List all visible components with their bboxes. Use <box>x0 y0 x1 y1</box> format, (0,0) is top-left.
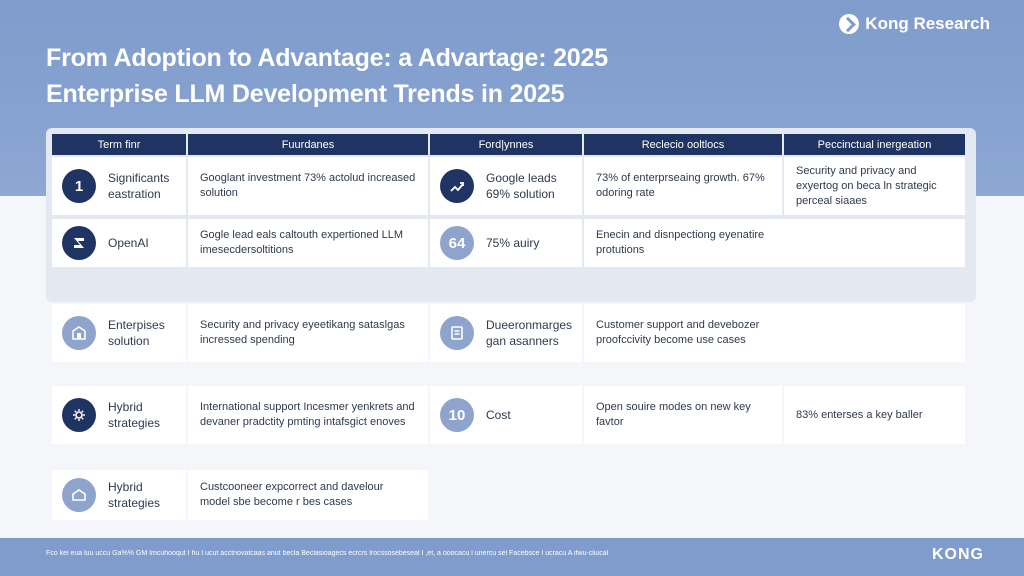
page-title: From Adoption to Advantage: a Advartage:… <box>46 40 806 112</box>
row-name: Significants eastration <box>108 171 170 201</box>
table-row-right-1-solutions: 73% of enterprseaing growth. 67% odoring… <box>584 157 782 215</box>
row-name: Dueeronmarges gan asanners <box>486 318 573 348</box>
table-row-right-1-name: Google leads 69% solution <box>430 157 582 215</box>
kong-logo-icon <box>839 14 860 34</box>
title-line-2: Enterprise LLM Development Trends in 202… <box>46 80 565 108</box>
openai-logo-icon <box>62 226 96 260</box>
number-badge: 64 <box>440 226 474 260</box>
document-icon <box>440 316 474 350</box>
table-row-left-3-name: Enterpises solution <box>52 304 186 362</box>
table-row-right-4-integration: 83% enterses a key baller <box>784 386 965 444</box>
column-header-integration: Peccinctual inergeation <box>784 134 965 155</box>
table-row-left-5-text: Custcooneer expcorrect and davelour mode… <box>188 470 428 520</box>
row-name: Hybrid strategies <box>108 480 161 510</box>
row-text: Googlant investment 73% actolud increase… <box>200 172 416 199</box>
row-name: OpenAI <box>108 236 149 250</box>
table-row-right-3-name: Dueeronmarges gan asanners <box>430 304 582 362</box>
table-row-left-3-text: Security and privacy eyeetikang sataslga… <box>188 304 428 362</box>
row-text: Custcooneer expcorrect and davelour mode… <box>200 481 384 508</box>
footer-logo: KONG <box>932 546 984 563</box>
home-outline-icon <box>62 478 96 512</box>
row-text: Enecin and disnpectiong eyenatire protut… <box>596 229 765 256</box>
table-row-right-2-name: 64 75% auiry <box>430 219 582 267</box>
row-text: 83% enterses a key baller <box>796 408 923 421</box>
row-text: Security and privacy and exyertog on bec… <box>796 164 937 207</box>
brand-name: Kong Research <box>865 14 990 33</box>
column-header-findings: Ford|ynnes <box>430 134 582 155</box>
table-row-right-2-solutions: Enecin and disnpectiong eyenatire protut… <box>584 219 965 267</box>
brand-header: Kong Research <box>839 12 990 36</box>
column-header-fundamentals: Fuurdanes <box>188 134 428 155</box>
row-text: Open souire modes on new key favtor <box>596 401 751 428</box>
row-name: Google leads 69% solution <box>486 171 557 201</box>
title-line-1: From Adoption to Advantage: a Advartage:… <box>46 44 608 72</box>
table-row-left-2-text: Gogle lead eals caltouth expertioned LLM… <box>188 219 428 267</box>
table-row-left-4-name: Hybrid strategies <box>52 386 186 444</box>
footer-bar <box>0 538 1024 576</box>
table-row-right-4-name: 10 Cost <box>430 386 582 444</box>
row-name: Cost <box>486 408 511 422</box>
row-name: Enterpises solution <box>108 318 165 348</box>
column-header-term: Term finr <box>52 134 186 155</box>
chart-trend-icon <box>440 169 474 203</box>
number-badge: 10 <box>440 398 474 432</box>
number-badge: 1 <box>62 169 96 203</box>
table-row-right-3-solutions: Customer support and devebozer proofcciv… <box>584 304 965 362</box>
footer-note: Fco kei eua luu uccu Ga%% GM Imcuhooqut … <box>46 550 609 557</box>
table-row-left-1-text: Googlant investment 73% actolud increase… <box>188 157 428 215</box>
building-icon <box>62 316 96 350</box>
row-text: Gogle lead eals caltouth expertioned LLM… <box>200 229 404 256</box>
table-row-left-5-name: Hybrid strategies <box>52 470 186 520</box>
table-row-left-4-text: International support Incesmer yenkrets … <box>188 386 428 444</box>
cloud-gear-icon <box>62 398 96 432</box>
column-header-solutions: Reclecio ooltlocs <box>584 134 782 155</box>
row-text: 73% of enterprseaing growth. 67% odoring… <box>596 172 765 199</box>
row-text: Security and privacy eyeetikang sataslga… <box>200 319 405 346</box>
row-name: Hybrid strategies <box>108 400 161 430</box>
row-text: Customer support and devebozer proofcciv… <box>596 319 760 346</box>
table-row-right-1-integration: Security and privacy and exyertog on bec… <box>784 157 965 215</box>
table-row-left-2-name: OpenAI <box>52 219 186 267</box>
table-row-right-4-solutions: Open souire modes on new key favtor <box>584 386 782 444</box>
row-name: 75% auiry <box>486 236 540 250</box>
row-text: International support Incesmer yenkrets … <box>200 401 415 428</box>
table-row-left-1-name: 1 Significants eastration <box>52 157 186 215</box>
